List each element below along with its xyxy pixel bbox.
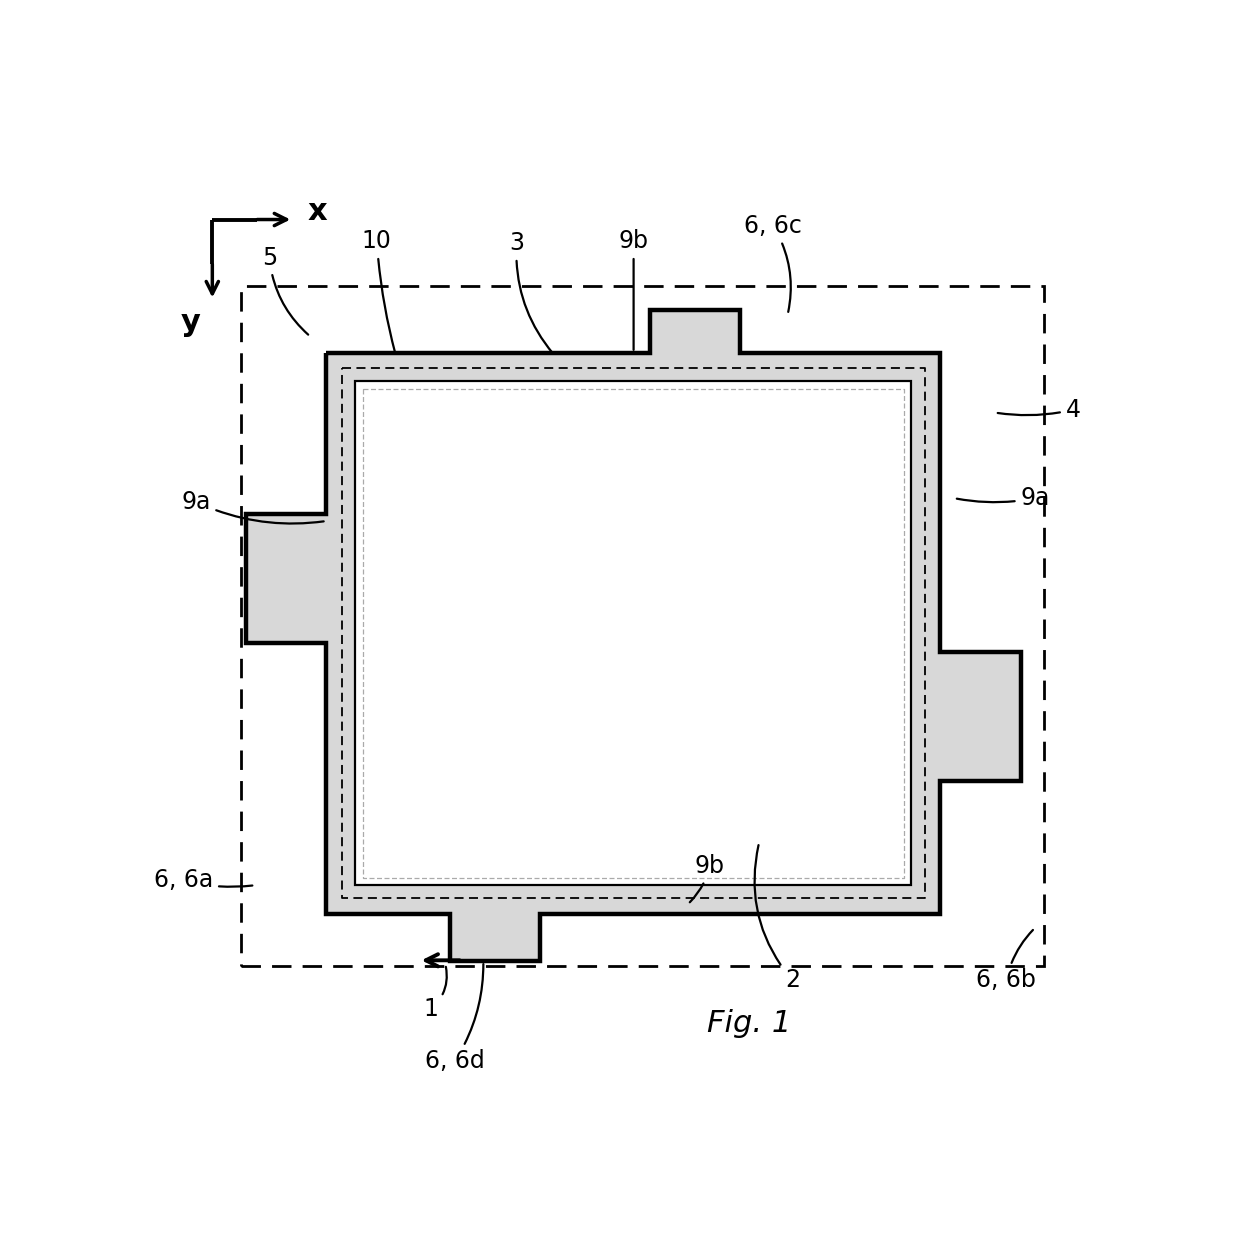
Text: 4: 4 xyxy=(998,398,1080,421)
Text: 9a: 9a xyxy=(181,490,324,524)
Text: 2: 2 xyxy=(754,845,800,992)
Polygon shape xyxy=(246,310,1021,961)
Bar xyxy=(355,382,911,885)
Text: 6, 6a: 6, 6a xyxy=(154,868,253,893)
Text: 10: 10 xyxy=(362,230,396,353)
Text: 9b: 9b xyxy=(689,855,724,903)
Text: 6, 6b: 6, 6b xyxy=(976,930,1037,992)
Bar xyxy=(241,287,1044,966)
Text: y: y xyxy=(181,308,201,337)
Text: Fig. 1: Fig. 1 xyxy=(708,1009,791,1037)
Text: 6, 6c: 6, 6c xyxy=(744,214,802,312)
Text: 9a: 9a xyxy=(957,487,1049,510)
Text: 1: 1 xyxy=(424,967,446,1021)
Text: 3: 3 xyxy=(510,231,553,353)
Text: 9b: 9b xyxy=(619,230,649,350)
Text: 6, 6d: 6, 6d xyxy=(425,965,485,1073)
Text: 5: 5 xyxy=(262,246,309,335)
Text: x: x xyxy=(308,198,327,226)
